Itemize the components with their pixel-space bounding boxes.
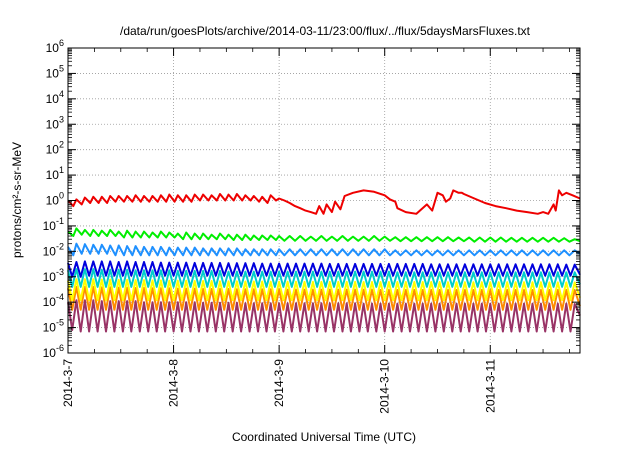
y-tick-label: 105 bbox=[46, 63, 64, 80]
chart-title: /data/run/goesPlots/archive/2014-03-11/2… bbox=[120, 24, 531, 38]
x-tick-label: 2014-3-11 bbox=[483, 359, 497, 413]
y-tick-label: 104 bbox=[46, 89, 64, 106]
y-tick-label-base: 10 bbox=[43, 270, 57, 284]
y-tick-label-exponent: 3 bbox=[59, 114, 64, 124]
y-tick-label: 10-3 bbox=[43, 267, 64, 284]
y-tick-label: 103 bbox=[46, 114, 64, 131]
y-tick-label-base: 10 bbox=[43, 321, 57, 335]
y-tick-label: 100 bbox=[46, 191, 64, 208]
y-tick-label-base: 10 bbox=[43, 346, 57, 360]
series-line-5 bbox=[67, 268, 581, 288]
y-tick-label: 10-4 bbox=[43, 292, 64, 309]
y-tick-labels: 10-610-510-410-310-210-11001011021031041… bbox=[43, 38, 64, 360]
series-line-4 bbox=[67, 260, 581, 278]
x-tick-label: 2014-3-9 bbox=[272, 359, 286, 407]
y-tick-label-exponent: -3 bbox=[56, 267, 64, 277]
y-tick-label-base: 10 bbox=[46, 194, 60, 208]
y-tick-label-exponent: -6 bbox=[56, 343, 64, 353]
y-tick-label-base: 10 bbox=[46, 66, 60, 80]
series-line-7 bbox=[67, 285, 581, 311]
y-tick-label-base: 10 bbox=[46, 117, 60, 131]
y-tick-label: 10-6 bbox=[43, 343, 64, 360]
series-line-1 bbox=[67, 189, 581, 215]
y-tick-label: 101 bbox=[46, 165, 64, 182]
y-tick-label-exponent: -1 bbox=[56, 216, 64, 226]
y-tick-label-exponent: 1 bbox=[59, 165, 64, 175]
x-tick-labels: 2014-3-7 2014-3-8 2014-3-9 2014-3-10 2014-3-… bbox=[61, 359, 497, 414]
y-tick-label-base: 10 bbox=[46, 92, 60, 106]
series-line-2 bbox=[67, 227, 581, 243]
y-tick-label: 106 bbox=[46, 38, 64, 55]
series-line-3 bbox=[67, 242, 581, 257]
y-tick-label-exponent: -5 bbox=[56, 318, 64, 328]
y-tick-label-base: 10 bbox=[43, 244, 57, 258]
x-tick-label: 2014-3-8 bbox=[167, 359, 181, 407]
y-tick-label-base: 10 bbox=[43, 219, 57, 233]
y-tick-label: 10-2 bbox=[43, 241, 64, 258]
y-tick-label-exponent: 6 bbox=[59, 38, 64, 48]
y-tick-label: 10-5 bbox=[43, 318, 64, 335]
series-lines bbox=[67, 189, 581, 333]
y-tick-label-base: 10 bbox=[46, 168, 60, 182]
tick-marks bbox=[67, 47, 580, 354]
y-axis-label: protons/cm²-s-sr-MeV bbox=[10, 142, 24, 258]
x-tick-label: 2014-3-7 bbox=[61, 359, 75, 407]
y-tick-label: 102 bbox=[46, 140, 64, 157]
y-tick-label-base: 10 bbox=[43, 295, 57, 309]
y-tick-label-exponent: 2 bbox=[59, 140, 64, 150]
y-tick-label-exponent: 0 bbox=[59, 191, 64, 201]
y-tick-label-exponent: 4 bbox=[59, 89, 64, 99]
x-axis-label: Coordinated Universal Time (UTC) bbox=[232, 430, 416, 444]
series-line-8 bbox=[67, 299, 581, 333]
x-tick-label: 2014-3-10 bbox=[378, 359, 392, 414]
series-line-6 bbox=[67, 278, 581, 302]
y-tick-label-base: 10 bbox=[46, 143, 60, 157]
y-tick-label-exponent: 5 bbox=[59, 63, 64, 73]
y-tick-label-exponent: -2 bbox=[56, 241, 64, 251]
y-tick-label: 10-1 bbox=[43, 216, 64, 233]
y-tick-label-base: 10 bbox=[46, 41, 60, 55]
y-tick-label-exponent: -4 bbox=[56, 292, 64, 302]
